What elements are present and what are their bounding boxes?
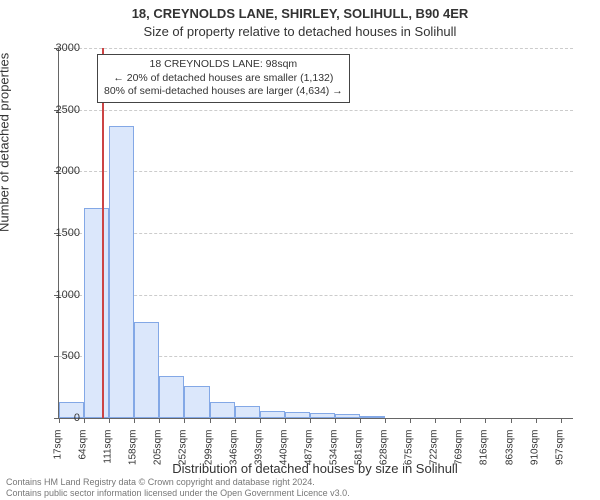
histogram-bar <box>235 406 260 418</box>
x-tick-label: 205sqm <box>153 430 164 480</box>
x-tick-mark <box>435 418 436 423</box>
figure: 18, CREYNOLDS LANE, SHIRLEY, SOLIHULL, B… <box>0 0 600 500</box>
annotation-line-2: ← 20% of detached houses are smaller (1,… <box>104 72 343 86</box>
y-tick-label: 2000 <box>40 165 80 177</box>
x-tick-mark <box>335 418 336 423</box>
x-tick-mark <box>285 418 286 423</box>
histogram-bar <box>159 376 184 418</box>
x-tick-mark <box>360 418 361 423</box>
annotation-line-1: 18 CREYNOLDS LANE: 98sqm <box>104 58 343 72</box>
marker-line <box>102 48 104 418</box>
grid-line <box>59 295 573 296</box>
x-tick-label: 769sqm <box>454 430 465 480</box>
y-tick-label: 500 <box>40 350 80 362</box>
x-tick-label: 722sqm <box>429 430 440 480</box>
annotation-box: 18 CREYNOLDS LANE: 98sqm ← 20% of detach… <box>97 54 350 103</box>
y-tick-label: 1500 <box>40 227 80 239</box>
x-tick-mark <box>536 418 537 423</box>
footer-line-2: Contains public sector information licen… <box>6 488 350 498</box>
x-tick-label: 17sqm <box>53 430 64 480</box>
x-tick-label: 534sqm <box>328 430 339 480</box>
footer-attribution: Contains HM Land Registry data © Crown c… <box>6 477 350 498</box>
x-tick-mark <box>134 418 135 423</box>
x-tick-mark <box>460 418 461 423</box>
x-tick-label: 346sqm <box>228 430 239 480</box>
y-axis-label: Number of detached properties <box>0 53 12 232</box>
grid-line <box>59 171 573 172</box>
grid-line <box>59 48 573 49</box>
x-tick-label: 158sqm <box>128 430 139 480</box>
y-tick-label: 1000 <box>40 289 80 301</box>
x-tick-label: 440sqm <box>278 430 289 480</box>
x-tick-mark <box>84 418 85 423</box>
histogram-bar <box>184 386 209 418</box>
x-tick-mark <box>235 418 236 423</box>
y-tick-label: 3000 <box>40 42 80 54</box>
x-tick-label: 675sqm <box>404 430 415 480</box>
x-tick-mark <box>410 418 411 423</box>
histogram-bar <box>109 126 134 418</box>
x-tick-mark <box>561 418 562 423</box>
chart-title-subtitle: Size of property relative to detached ho… <box>0 24 600 39</box>
x-tick-mark <box>385 418 386 423</box>
x-tick-label: 581sqm <box>354 430 365 480</box>
histogram-bar <box>210 402 235 418</box>
y-tick-label: 2500 <box>40 104 80 116</box>
histogram-bar <box>84 208 109 418</box>
plot-area: 18 CREYNOLDS LANE: 98sqm ← 20% of detach… <box>58 48 573 419</box>
x-tick-mark <box>109 418 110 423</box>
x-tick-mark <box>184 418 185 423</box>
histogram-bar <box>260 411 285 418</box>
x-tick-label: 299sqm <box>203 430 214 480</box>
histogram-bar <box>360 416 385 418</box>
grid-line <box>59 110 573 111</box>
x-tick-mark <box>159 418 160 423</box>
x-tick-label: 957sqm <box>554 430 565 480</box>
x-tick-label: 252sqm <box>178 430 189 480</box>
x-tick-mark <box>310 418 311 423</box>
histogram-bar <box>310 413 335 418</box>
x-tick-mark <box>511 418 512 423</box>
x-tick-mark <box>485 418 486 423</box>
y-tick-label: 0 <box>40 412 80 424</box>
x-tick-mark <box>210 418 211 423</box>
x-tick-label: 863sqm <box>504 430 515 480</box>
grid-line <box>59 233 573 234</box>
x-tick-label: 111sqm <box>103 430 114 480</box>
histogram-bar <box>134 322 159 418</box>
histogram-bar <box>335 414 360 418</box>
x-tick-label: 910sqm <box>529 430 540 480</box>
x-tick-label: 64sqm <box>78 430 89 480</box>
histogram-bar <box>285 412 310 418</box>
x-tick-label: 628sqm <box>379 430 390 480</box>
chart-title-address: 18, CREYNOLDS LANE, SHIRLEY, SOLIHULL, B… <box>0 6 600 21</box>
x-tick-label: 816sqm <box>479 430 490 480</box>
annotation-line-3: 80% of semi-detached houses are larger (… <box>104 85 343 99</box>
x-tick-mark <box>260 418 261 423</box>
x-tick-label: 487sqm <box>303 430 314 480</box>
x-tick-label: 393sqm <box>253 430 264 480</box>
